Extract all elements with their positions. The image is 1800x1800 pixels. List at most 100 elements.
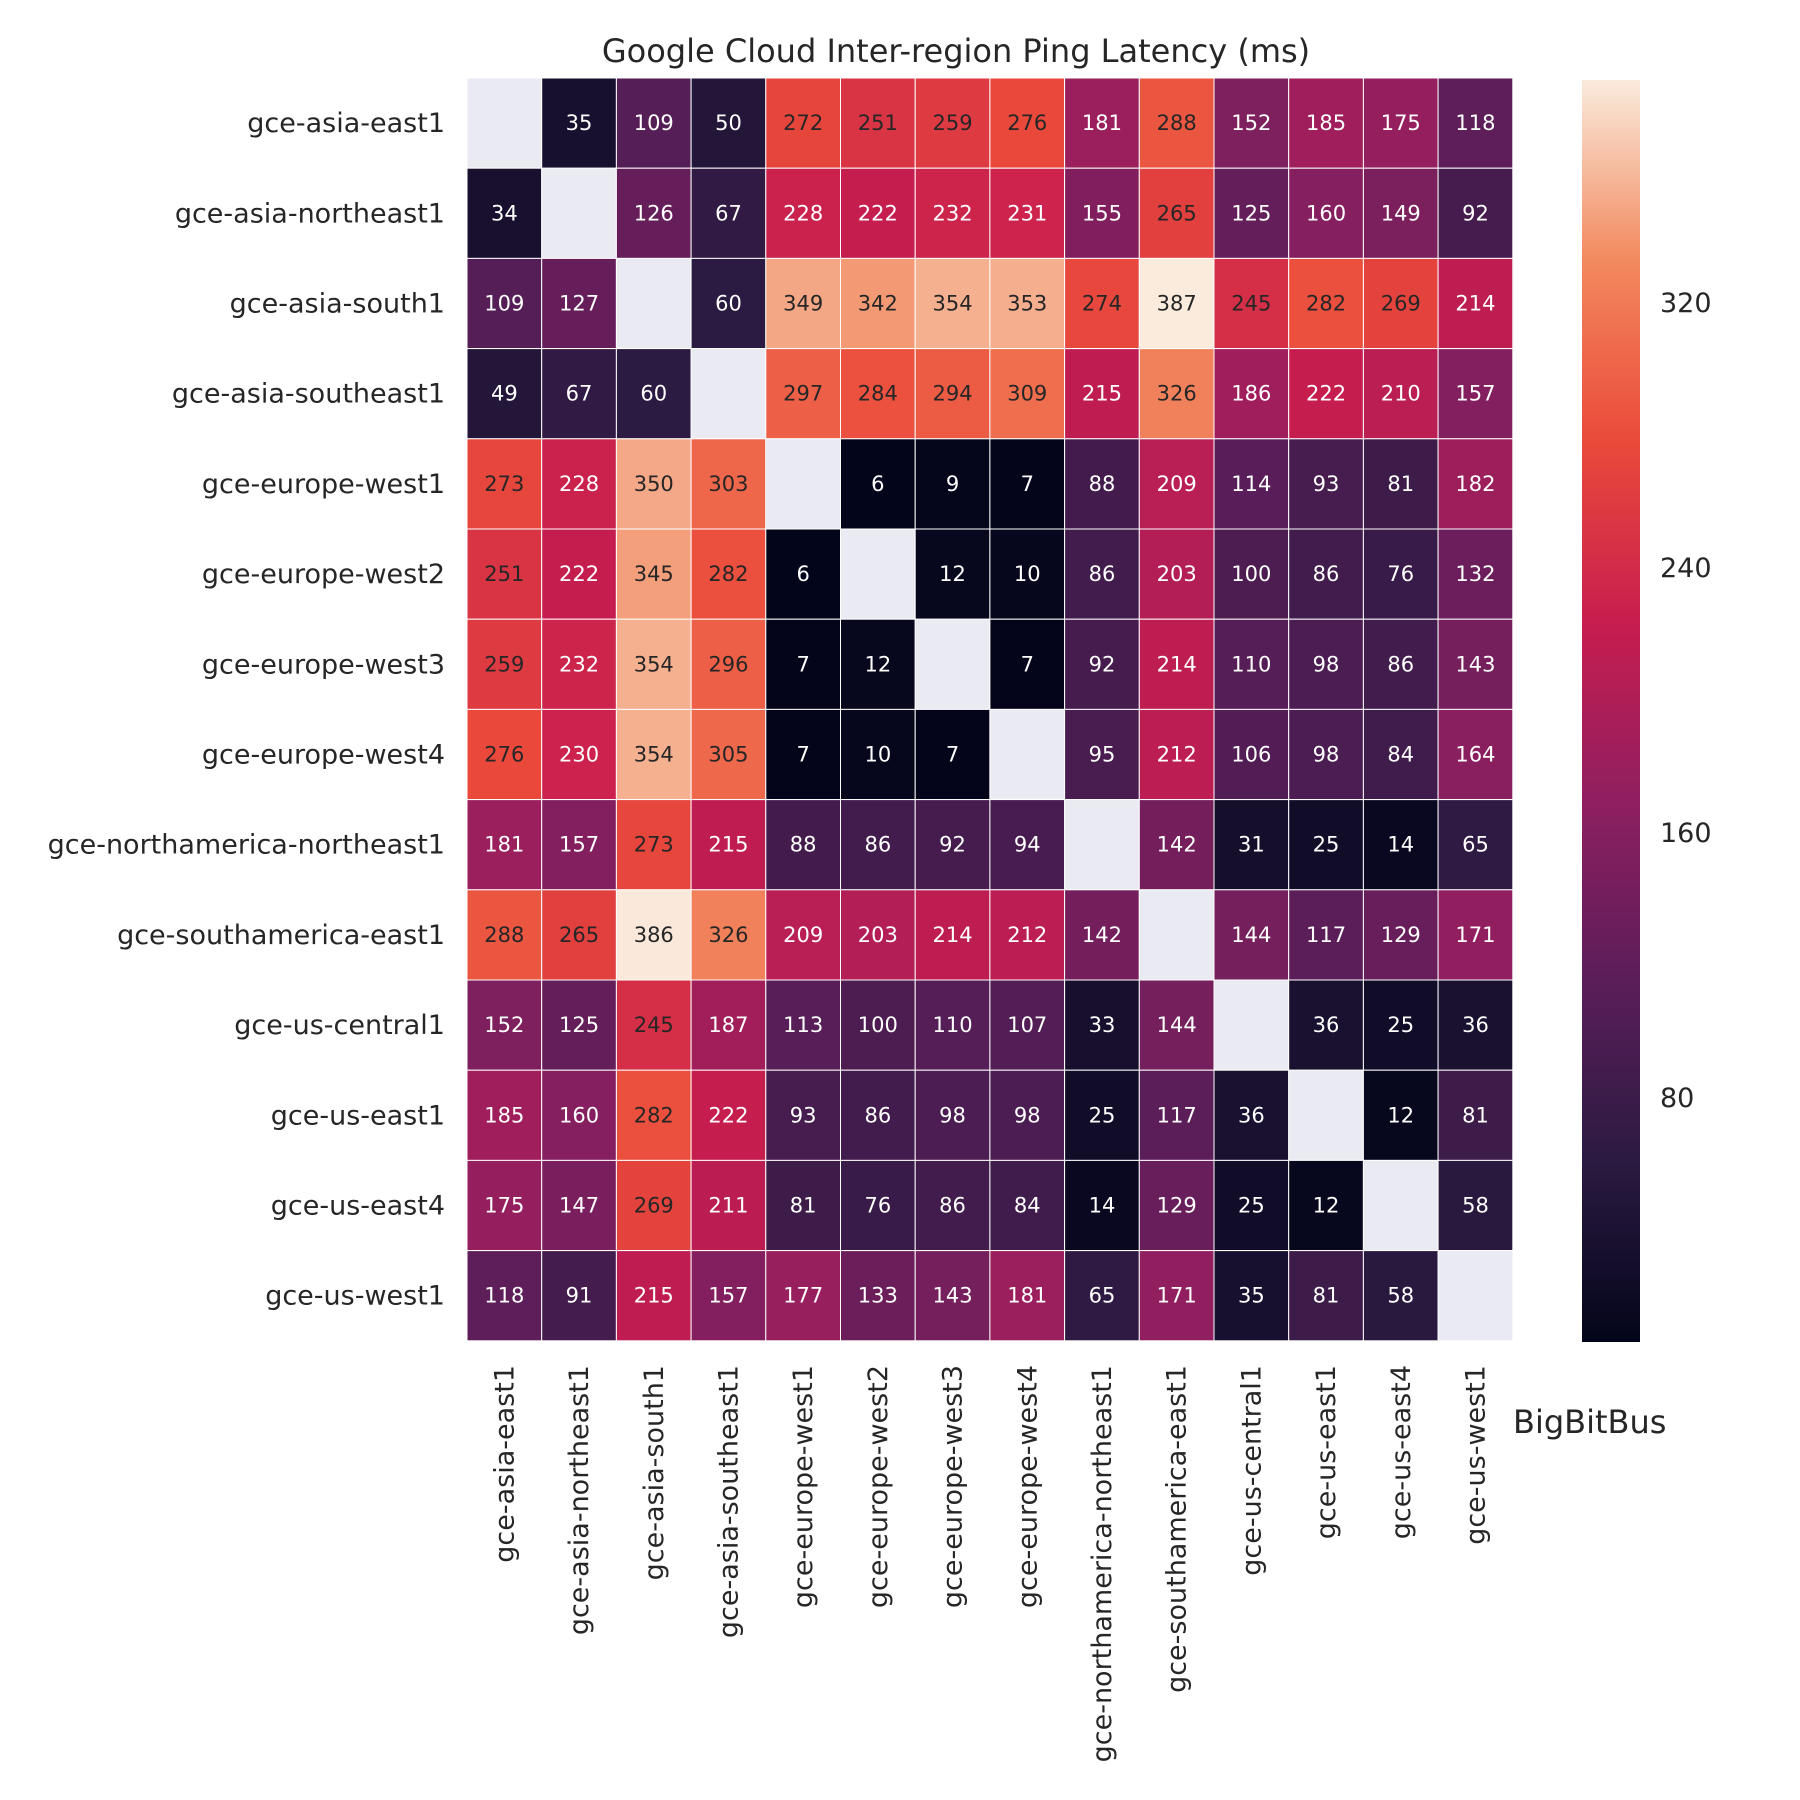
heatmap-cell	[1064, 348, 1140, 440]
cell-value-label: 143	[933, 1284, 973, 1308]
x-tick-label: gce-europe-west3	[938, 1365, 969, 1608]
cell-value-label: 58	[1462, 1194, 1489, 1218]
heatmap-cell	[541, 77, 617, 169]
heatmap-cell	[1362, 438, 1439, 530]
x-tick-label: gce-asia-east1	[489, 1365, 520, 1563]
cell-value-label: 49	[491, 382, 518, 406]
heatmap-cell	[1064, 77, 1140, 169]
heatmap-cell	[1064, 708, 1140, 801]
heatmap-cell	[1213, 528, 1290, 620]
cell-value-label: 86	[1089, 562, 1116, 586]
cell-value-label: 88	[1089, 472, 1116, 496]
cell-value-label: 14	[1387, 833, 1414, 857]
heatmap-cell-empty	[541, 167, 617, 259]
cell-value-label: 50	[715, 111, 742, 135]
cell-value-label: 273	[634, 833, 674, 857]
heatmap-cell	[690, 1069, 767, 1161]
x-tick-label: gce-northamerica-northeast1	[1087, 1365, 1118, 1762]
cell-value-label: 160	[1306, 201, 1346, 225]
cell-value-label: 157	[1455, 382, 1495, 406]
cell-value-label: 157	[708, 1284, 748, 1308]
cell-value-label: 354	[634, 652, 674, 676]
heatmap-cell	[615, 799, 692, 891]
cell-value-label: 274	[1082, 292, 1122, 316]
heatmap-cell	[690, 799, 767, 891]
heatmap-cell	[1213, 1159, 1290, 1252]
watermark-text: BigBitBus	[1513, 1403, 1666, 1441]
y-tick-label: gce-us-east4	[271, 1191, 445, 1222]
heatmap-cell	[840, 77, 916, 169]
cell-value-label: 125	[559, 1013, 599, 1037]
y-tick-label: gce-northamerica-northeast1	[48, 830, 445, 861]
cell-value-label: 98	[1313, 743, 1340, 767]
heatmap-cell	[765, 1159, 841, 1252]
cell-value-label: 98	[1014, 1103, 1041, 1127]
cell-value-label: 92	[1462, 201, 1489, 225]
cell-value-label: 110	[933, 1013, 973, 1037]
cell-value-label: 185	[1306, 111, 1346, 135]
heatmap-cell	[1437, 167, 1514, 259]
cell-value-label: 31	[1238, 833, 1265, 857]
heatmap-cell	[989, 348, 1066, 440]
heatmap-cell	[1437, 708, 1514, 801]
heatmap-cell	[1138, 348, 1215, 440]
cell-value-label: 25	[1089, 1103, 1116, 1127]
heatmap-cell	[765, 167, 841, 259]
cell-value-label: 353	[1007, 292, 1047, 316]
cell-value-label: 354	[634, 743, 674, 767]
y-tick-label: gce-us-central1	[234, 1010, 445, 1041]
colorbar-tick-label: 160	[1660, 818, 1712, 849]
y-tick-label: gce-asia-east1	[247, 108, 445, 139]
heatmap-cell	[466, 1159, 543, 1252]
cell-value-label: 142	[1082, 923, 1122, 947]
cell-value-label: 155	[1082, 201, 1122, 225]
heatmap-cell	[1362, 799, 1439, 891]
heatmap-cell-empty	[466, 77, 543, 169]
cell-value-label: 177	[783, 1284, 823, 1308]
cell-value-label: 209	[1157, 472, 1197, 496]
cell-value-label: 25	[1238, 1194, 1265, 1218]
heatmap-cell	[914, 799, 991, 891]
heatmap-cell	[615, 348, 692, 440]
x-tick-label: gce-us-central1	[1236, 1365, 1267, 1576]
cell-value-label: 273	[484, 472, 524, 496]
heatmap-cell	[1362, 257, 1439, 350]
cell-value-label: 222	[858, 201, 898, 225]
heatmap-cell	[765, 528, 841, 620]
heatmap-cell	[1138, 438, 1215, 530]
cell-value-label: 349	[783, 292, 823, 316]
heatmap-cell	[1437, 1159, 1514, 1252]
heatmap-cell	[1064, 979, 1140, 1071]
heatmap-cell	[1437, 889, 1514, 981]
heatmap-cell	[765, 1250, 841, 1342]
cell-value-label: 12	[1313, 1194, 1340, 1218]
cell-value-label: 118	[484, 1284, 524, 1308]
cell-value-label: 10	[864, 743, 891, 767]
cell-value-label: 109	[484, 292, 524, 316]
heatmap-cell-empty	[914, 618, 991, 710]
heatmap-cell	[989, 889, 1066, 981]
cell-value-label: 288	[484, 923, 524, 947]
cell-value-label: 215	[1082, 382, 1122, 406]
cell-value-label: 222	[708, 1103, 748, 1127]
cell-value-label: 296	[708, 652, 748, 676]
cell-value-label: 354	[933, 292, 973, 316]
y-tick-label: gce-us-east1	[271, 1100, 445, 1131]
heatmap-cell	[466, 979, 543, 1071]
heatmap-cell	[541, 1159, 617, 1252]
x-tick-label: gce-europe-west2	[863, 1365, 894, 1608]
y-tick-label: gce-us-west1	[265, 1281, 445, 1312]
cell-value-label: 88	[790, 833, 817, 857]
cell-value-label: 81	[1387, 472, 1414, 496]
cell-value-label: 187	[708, 1013, 748, 1037]
heatmap-cell	[1288, 889, 1364, 981]
heatmap-cell	[1362, 348, 1439, 440]
y-tick-label: gce-europe-west2	[202, 559, 445, 590]
heatmap-cell	[1213, 257, 1290, 350]
heatmap-cell	[1288, 1250, 1364, 1342]
cell-value-label: 67	[566, 382, 593, 406]
cell-value-label: 276	[484, 743, 524, 767]
heatmap-cell	[765, 348, 841, 440]
cell-value-label: 232	[933, 201, 973, 225]
